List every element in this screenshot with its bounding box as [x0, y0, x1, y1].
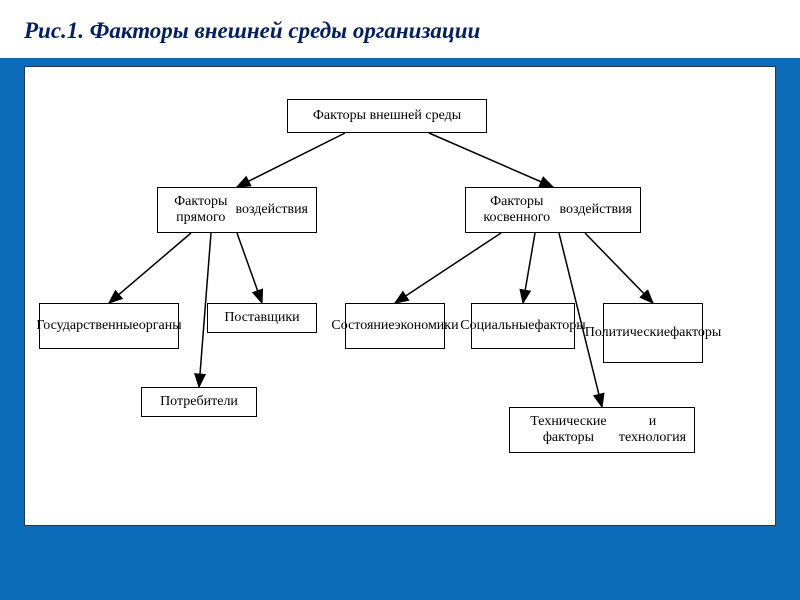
edge-2 — [109, 233, 191, 303]
node-n3: Факторы косвенноговоздействия — [465, 187, 641, 233]
node-n8: Политическиефакторы — [603, 303, 703, 363]
diagram-canvas: Факторы внешней среды Факторы прямоговозд… — [24, 66, 776, 526]
edge-1 — [429, 133, 553, 187]
node-n2: Факторы прямоговоздействия — [157, 187, 317, 233]
node-n4: Государственныеорганы — [39, 303, 179, 349]
slide-root: Рис.1. Факторы внешней среды организации… — [0, 0, 800, 600]
edge-5 — [395, 233, 501, 303]
node-n10: Технические факторыи технология — [509, 407, 695, 453]
node-n9: Потребители — [141, 387, 257, 417]
header-bar: Рис.1. Факторы внешней среды организации — [0, 0, 800, 58]
arrows-svg — [25, 67, 775, 525]
edge-7 — [585, 233, 653, 303]
edge-6 — [523, 233, 535, 303]
node-n6: Состояниеэкономики — [345, 303, 445, 349]
node-n1: Факторы внешней среды — [287, 99, 487, 133]
node-n7: Социальныефакторы — [471, 303, 575, 349]
node-n5: Поставщики — [207, 303, 317, 333]
slide-title: Рис.1. Факторы внешней среды организации — [24, 18, 776, 44]
edge-0 — [237, 133, 345, 187]
edge-3 — [237, 233, 262, 303]
